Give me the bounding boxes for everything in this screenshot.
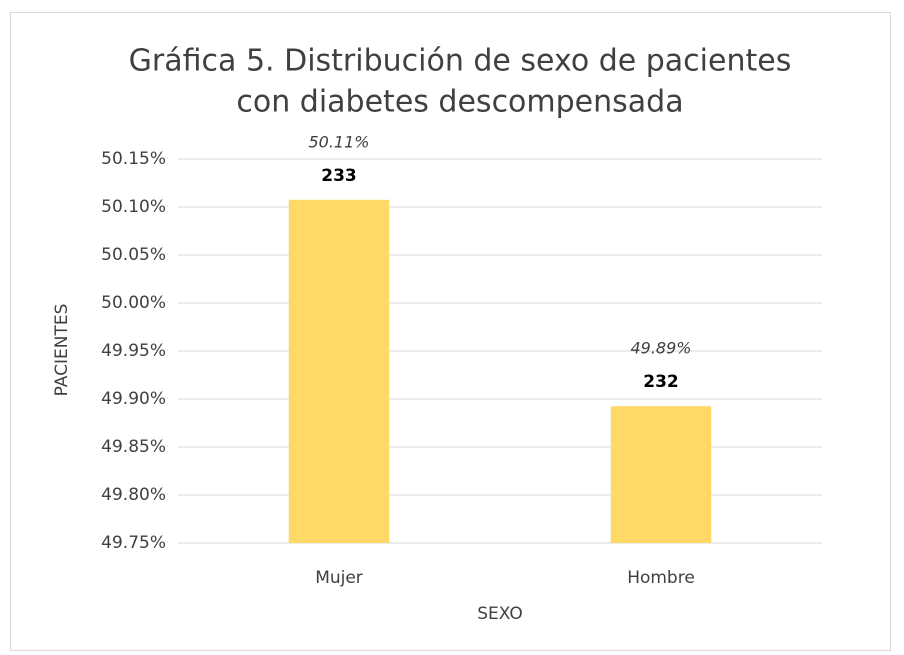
value-label: 49.89% (630, 339, 691, 358)
count-label: 232 (643, 372, 679, 392)
chart-title: Gráfica 5. Distribución de sexo de pacie… (129, 44, 792, 79)
y-tick-label: 50.00% (101, 293, 166, 313)
count-label: 233 (321, 166, 357, 186)
bar (288, 199, 390, 544)
chart-frame (10, 12, 891, 651)
x-axis-title: SEXO (477, 604, 522, 624)
y-axis-title: PACIENTES (52, 304, 72, 397)
chart-title: con diabetes descompensada (236, 85, 683, 120)
value-label: 50.11% (308, 132, 369, 151)
y-tick-label: 49.85% (101, 437, 166, 457)
y-tick-label: 49.75% (101, 533, 166, 553)
bar (610, 406, 712, 543)
y-tick-label: 49.90% (101, 389, 166, 409)
y-tick-label: 50.10% (101, 197, 166, 217)
y-tick-label: 49.80% (101, 485, 166, 505)
y-tick-label: 50.05% (101, 245, 166, 265)
x-tick-label: Hombre (627, 568, 695, 588)
y-tick-label: 49.95% (101, 341, 166, 361)
x-tick-label: Mujer (315, 568, 363, 588)
y-tick-label: 50.15% (101, 149, 166, 169)
